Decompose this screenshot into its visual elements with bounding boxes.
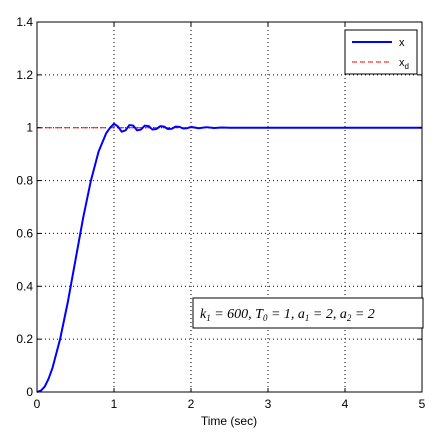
legend-label-x: x: [399, 37, 405, 49]
plot-area: [37, 22, 422, 392]
x-tick-label: 5: [419, 397, 426, 411]
series-layer: [36, 122, 422, 393]
y-tick-label: 0: [26, 385, 33, 399]
y-tick-label: 0.6: [16, 226, 33, 240]
series-line-x: [36, 122, 422, 393]
y-tick-label: 1: [26, 121, 33, 135]
plot-frame: [36, 21, 423, 393]
y-tick-label: 0.8: [16, 174, 33, 188]
x-tick-label: 1: [111, 397, 118, 411]
y-tick-label: 1.4: [16, 15, 33, 29]
annotation-box: k1 = 600, T0 = 1, a1 = 2, a2 = 2: [192, 297, 424, 329]
ticks: [36, 21, 423, 393]
tick-labels: 0 1 2 3 4 5 0 0.2 0.4 0.6 0.8 1 1.2 1.4: [16, 15, 425, 411]
x-tick-label: 4: [342, 397, 349, 411]
x-axis-label: Time (sec): [201, 414, 257, 428]
legend-box: [344, 29, 418, 75]
y-tick-label: 0.2: [16, 332, 33, 346]
y-tick-label: 1.2: [16, 68, 33, 82]
grid: [37, 22, 422, 392]
y-tick-label: 0.4: [16, 279, 33, 293]
annotation-text: k1 = 600, T0 = 1, a1 = 2, a2 = 2: [200, 307, 375, 323]
legend-label-x-d: xd: [399, 57, 409, 71]
x-tick-label: 2: [188, 397, 195, 411]
x-tick-label: 0: [34, 397, 41, 411]
x-tick-label: 3: [265, 397, 272, 411]
legend: x xd: [344, 29, 418, 75]
